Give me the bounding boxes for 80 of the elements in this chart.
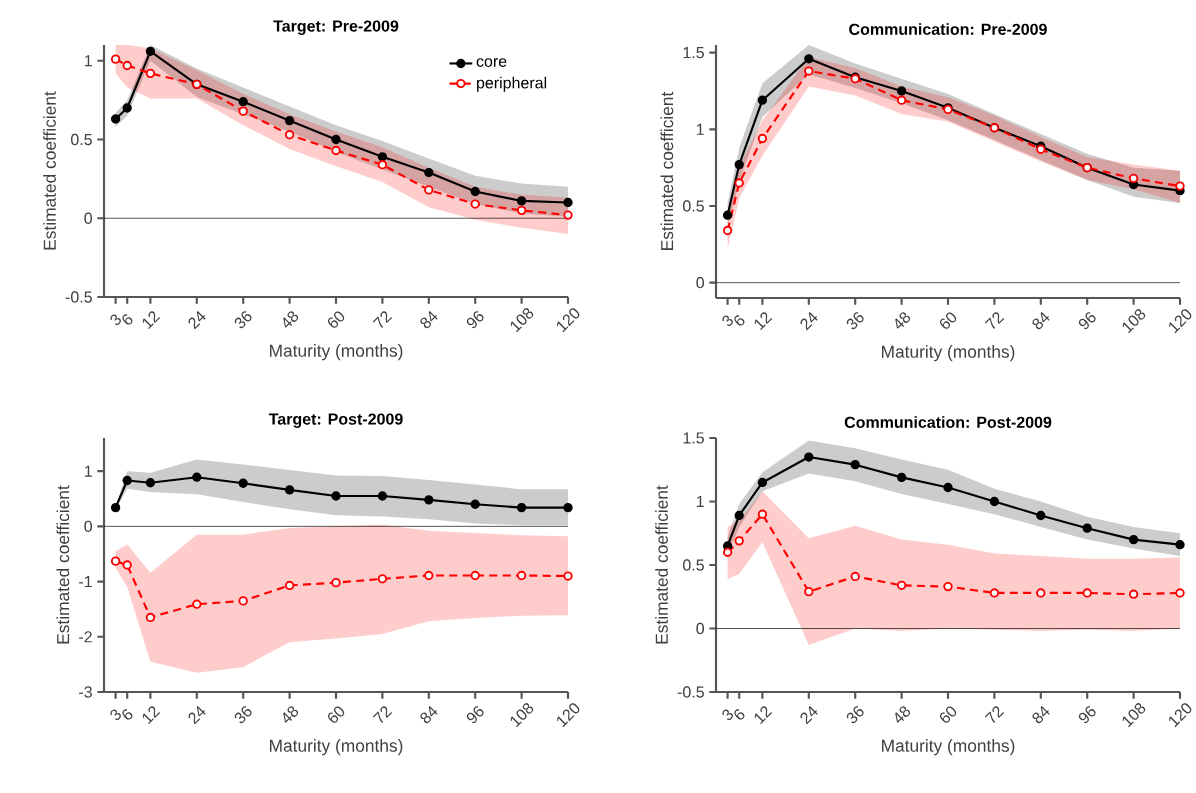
- x-axis-title: Maturity (months): [882, 739, 1015, 756]
- legend-label: core: [476, 58, 507, 67]
- x-tick-label: 60: [328, 706, 345, 723]
- y-tick-label: 0: [696, 622, 705, 635]
- y-tick-label: 1: [84, 465, 92, 477]
- x-tick-label: 3: [722, 315, 733, 327]
- x-tick-label: 6: [734, 315, 745, 326]
- x-tick-label: 72: [372, 311, 393, 328]
- x-tick-label: 12: [754, 312, 773, 331]
- x-tick-label: 120: [1169, 703, 1192, 728]
- x-tick-label: 96: [1078, 312, 1096, 330]
- x-tick-label: 6: [122, 314, 133, 325]
- legend-label: peripheral: [477, 76, 547, 92]
- y-tick-label: 1: [696, 123, 704, 135]
- x-tick-label: 84: [420, 310, 438, 329]
- x-tick-label: 60: [940, 312, 957, 329]
- x-tick-label: 3: [110, 314, 121, 326]
- x-tick-label: 36: [846, 706, 864, 724]
- x-tick-label: 120: [557, 703, 580, 728]
- x-tick-label: 84: [1032, 705, 1050, 724]
- y-tick-label: 1: [696, 496, 704, 507]
- x-tick-label: 36: [846, 312, 864, 330]
- x-tick-label: 24: [800, 311, 818, 331]
- x-tick-label: 96: [466, 311, 484, 329]
- x-tick-label: 108: [510, 308, 534, 333]
- x-tick-label: 108: [1122, 703, 1146, 728]
- x-tick-label: 108: [1122, 309, 1146, 334]
- x-tick-label: 36: [234, 311, 252, 329]
- x-tick-label: 12: [754, 706, 773, 725]
- x-tick-label: 120: [557, 308, 580, 333]
- y-tick-label: -3: [79, 686, 92, 698]
- chart-title: Communication: Pre-2009: [849, 23, 1047, 35]
- x-tick-label: 48: [895, 312, 911, 329]
- x-tick-label: 84: [1032, 311, 1050, 330]
- x-tick-label: 72: [984, 706, 1005, 723]
- chart-title: Target: Pre-2009: [273, 20, 399, 35]
- x-tick-label: 120: [1169, 309, 1192, 334]
- x-axis-title: Maturity (months): [882, 345, 1015, 362]
- y-tick-label: 0.5: [683, 559, 704, 571]
- y-tick-label: 1.5: [683, 47, 704, 59]
- x-tick-label: 60: [940, 706, 957, 723]
- y-tick-label: 0.5: [683, 200, 704, 212]
- x-tick-label: 48: [283, 311, 299, 328]
- y-tick-label: 0: [84, 520, 93, 532]
- x-tick-label: 48: [283, 706, 299, 723]
- y-tick-label: -1: [79, 576, 92, 588]
- y-tick-label: -0.5: [65, 291, 92, 303]
- y-tick-label: 1: [84, 55, 92, 67]
- x-tick-label: 72: [984, 312, 1005, 329]
- x-tick-label: 72: [372, 706, 393, 723]
- y-tick-label: 0: [696, 277, 705, 289]
- x-tick-label: 108: [510, 703, 534, 728]
- y-axis-title: Estimated coefficient: [56, 485, 70, 644]
- y-tick-label: 1.5: [683, 432, 704, 444]
- x-tick-label: 12: [142, 311, 161, 330]
- x-tick-label: 36: [234, 706, 252, 724]
- x-tick-label: 96: [1078, 706, 1096, 724]
- x-tick-label: 3: [722, 709, 733, 721]
- x-tick-label: 84: [420, 705, 438, 724]
- x-tick-label: 24: [800, 705, 818, 725]
- y-tick-label: -2: [79, 631, 92, 643]
- x-axis-title: Maturity (months): [270, 344, 403, 361]
- x-tick-label: 6: [734, 709, 745, 720]
- x-tick-label: 24: [188, 705, 206, 725]
- x-tick-label: 12: [142, 706, 161, 725]
- x-tick-label: 96: [466, 706, 484, 724]
- x-axis-title: Maturity (months): [270, 739, 403, 756]
- y-tick-label: 0: [84, 212, 93, 224]
- y-axis-title: Estimated coefficient: [43, 91, 56, 250]
- chart-title: Communication: Post-2009: [844, 416, 1052, 428]
- y-tick-label: 0.5: [71, 133, 92, 146]
- y-axis-title: Estimated coefficient: [660, 91, 674, 250]
- x-tick-label: 3: [110, 709, 121, 721]
- chart-title: Target: Post-2009: [268, 413, 403, 428]
- x-tick-label: 6: [122, 709, 133, 720]
- y-axis-title: Estimated coefficient: [655, 485, 668, 644]
- y-tick-label: -0.5: [677, 686, 704, 698]
- x-tick-label: 48: [895, 706, 911, 723]
- x-tick-label: 24: [188, 310, 206, 330]
- x-tick-label: 60: [328, 311, 345, 328]
